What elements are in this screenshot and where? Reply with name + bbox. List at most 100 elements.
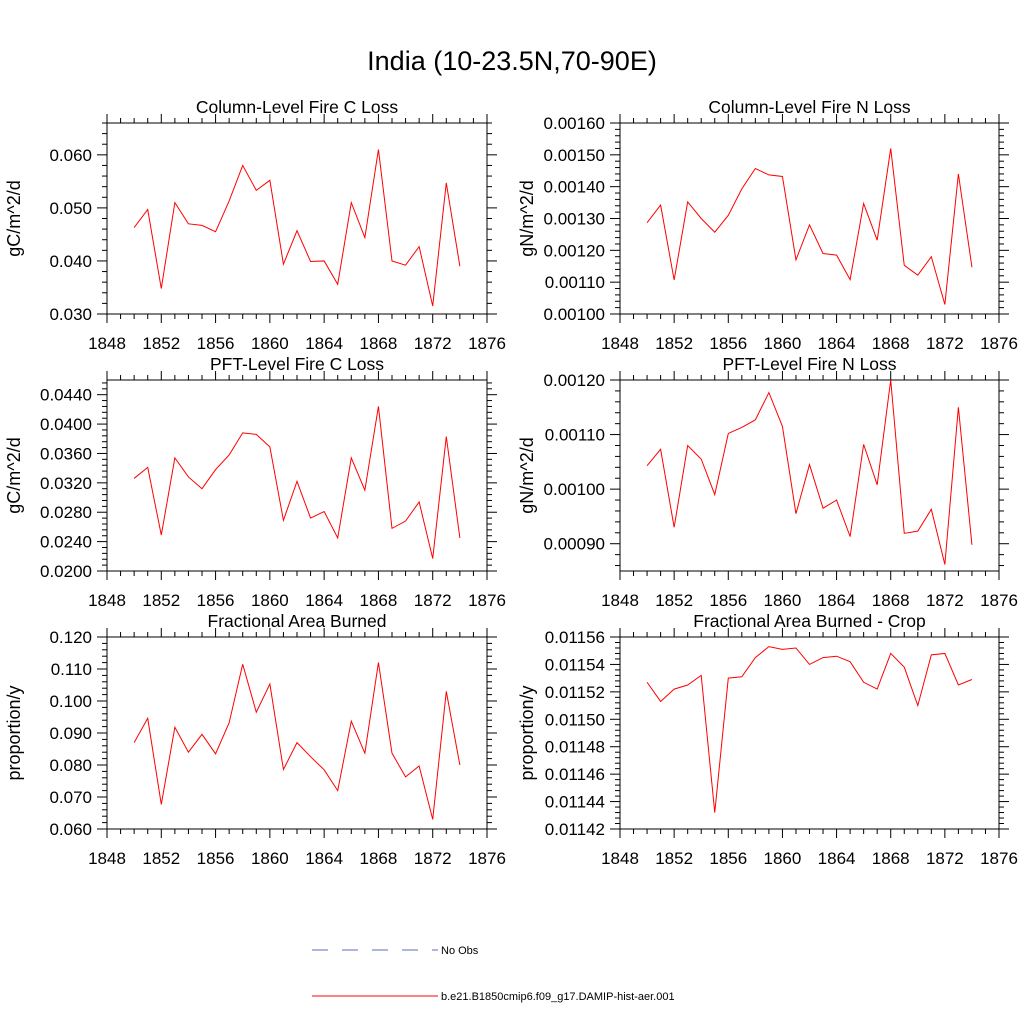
x-tick-label: 1872 <box>926 591 964 610</box>
x-tick-label: 1868 <box>872 591 910 610</box>
y-tick-label: 0.00120 <box>544 241 605 260</box>
x-tick-label: 1860 <box>764 591 802 610</box>
chart-panel-1: 1848 1852 1856 1860 1864 1868 1872 1876 0.030 0.0… <box>4 97 506 353</box>
x-tick-label: 1848 <box>88 591 126 610</box>
y-tick-label: 0.01152 <box>545 683 605 702</box>
y-tick-label: 0.060 <box>49 146 92 165</box>
chart-panel-5: 1848 1852 1856 1860 1864 1868 1872 1876 0.060 0.0… <box>4 611 506 868</box>
x-tick-label: 1876 <box>980 591 1018 610</box>
x-tick-label: 1864 <box>818 334 856 353</box>
x-tick-label: 1868 <box>360 334 398 353</box>
y-tick-label: 0.080 <box>49 756 92 775</box>
x-tick-label: 1856 <box>197 591 235 610</box>
x-tick-label: 1848 <box>601 591 639 610</box>
x-tick-label: 1876 <box>980 849 1018 868</box>
series-line-1 <box>133 662 461 820</box>
y-tick-label: 0.00090 <box>544 535 605 554</box>
legend-obs-label: No Obs <box>441 945 479 957</box>
x-tick-label: 1864 <box>818 849 856 868</box>
panels-group: 1848 1852 1856 1860 1864 1868 1872 1876 0.030 0.0… <box>4 97 1018 868</box>
y-axis-label: gC/m^2/d <box>4 437 24 513</box>
y-tick-label: 0.090 <box>49 724 92 743</box>
series-line-1 <box>646 646 973 813</box>
x-tick-label: 1872 <box>414 591 452 610</box>
panel-title: PFT-Level Fire N Loss <box>722 354 896 374</box>
x-tick-label: 1872 <box>414 334 452 353</box>
y-tick-label: 0.00150 <box>544 146 605 165</box>
plot-frame <box>619 122 1000 315</box>
y-tick-label: 0.00140 <box>544 178 605 197</box>
x-tick-label: 1860 <box>764 849 802 868</box>
x-tick-label: 1848 <box>601 334 639 353</box>
y-tick-label: 0.120 <box>49 628 92 647</box>
x-tick-label: 1864 <box>818 591 856 610</box>
y-tick-label: 0.01144 <box>545 793 605 812</box>
panel-title: Column-Level Fire N Loss <box>708 97 911 117</box>
y-tick-label: 0.030 <box>49 305 92 324</box>
y-tick-label: 0.0400 <box>40 415 92 434</box>
y-tick-label: 0.0440 <box>40 386 92 405</box>
legend-model-label: b.e21.B1850cmip6.f09_g17.DAMIP-hist-aer.… <box>441 991 675 1003</box>
y-axis-label: proportion/y <box>4 685 24 780</box>
y-tick-label: 0.01142 <box>545 820 605 839</box>
x-tick-label: 1868 <box>360 591 398 610</box>
y-axis-label: gC/m^2/d <box>4 180 24 256</box>
x-tick-label: 1852 <box>655 849 693 868</box>
x-tick-label: 1852 <box>142 591 180 610</box>
y-tick-label: 0.01146 <box>545 765 605 784</box>
chart-panel-2: 1848 1852 1856 1860 1864 1868 1872 1876 0.00100 0… <box>517 97 1018 353</box>
plot-frame <box>106 379 488 572</box>
x-tick-label: 1876 <box>980 334 1018 353</box>
x-tick-label: 1856 <box>709 334 747 353</box>
y-tick-label: 0.00110 <box>545 273 605 292</box>
x-tick-label: 1872 <box>926 334 964 353</box>
x-tick-label: 1876 <box>468 334 506 353</box>
x-tick-label: 1864 <box>305 591 343 610</box>
y-tick-label: 0.0280 <box>40 503 92 522</box>
y-tick-label: 0.01148 <box>545 738 605 757</box>
x-tick-label: 1876 <box>468 591 506 610</box>
x-tick-label: 1860 <box>251 591 289 610</box>
x-tick-label: 1848 <box>88 334 126 353</box>
x-tick-label: 1856 <box>709 849 747 868</box>
x-tick-label: 1872 <box>414 849 452 868</box>
y-tick-label: 0.040 <box>49 252 92 271</box>
x-tick-label: 1848 <box>601 849 639 868</box>
y-tick-label: 0.050 <box>49 199 92 218</box>
y-tick-label: 0.0240 <box>40 533 92 552</box>
x-tick-label: 1856 <box>197 849 235 868</box>
series-line-1 <box>646 148 973 305</box>
x-tick-label: 1856 <box>709 591 747 610</box>
plot-frame <box>106 122 488 315</box>
panel-title: Column-Level Fire C Loss <box>196 97 399 117</box>
x-tick-label: 1868 <box>360 849 398 868</box>
chart-panel-6: 1848 1852 1856 1860 1864 1868 1872 1876 0.01142 0… <box>517 611 1018 868</box>
chart-panel-3: 1848 1852 1856 1860 1864 1868 1872 1876 0.0200 0.… <box>4 354 506 610</box>
y-tick-label: 0.00100 <box>544 305 605 324</box>
y-tick-label: 0.070 <box>49 788 92 807</box>
x-tick-label: 1852 <box>142 334 180 353</box>
panel-title: Fractional Area Burned <box>208 611 387 631</box>
y-tick-label: 0.01154 <box>545 655 605 674</box>
y-tick-label: 0.100 <box>49 692 92 711</box>
chart-panel-4: 1848 1852 1856 1860 1864 1868 1872 1876 0.00090 0… <box>517 354 1018 610</box>
x-tick-label: 1868 <box>872 334 910 353</box>
panel-title: PFT-Level Fire C Loss <box>210 354 384 374</box>
plot-frame <box>619 636 1000 830</box>
y-tick-label: 0.01150 <box>545 710 605 729</box>
x-tick-label: 1860 <box>251 849 289 868</box>
y-tick-label: 0.01156 <box>545 628 605 647</box>
panel-title: Fractional Area Burned - Crop <box>693 611 925 631</box>
x-tick-label: 1876 <box>468 849 506 868</box>
y-tick-label: 0.060 <box>49 820 92 839</box>
y-axis-label: proportion/y <box>517 685 537 780</box>
x-tick-label: 1860 <box>251 334 289 353</box>
y-tick-label: 0.0200 <box>40 562 92 581</box>
x-tick-label: 1860 <box>764 334 802 353</box>
y-tick-label: 0.00100 <box>544 480 605 499</box>
plot-frame <box>106 636 488 830</box>
x-tick-label: 1852 <box>655 591 693 610</box>
y-axis-label: gN/m^2/d <box>517 180 537 256</box>
y-tick-label: 0.0320 <box>40 474 92 493</box>
